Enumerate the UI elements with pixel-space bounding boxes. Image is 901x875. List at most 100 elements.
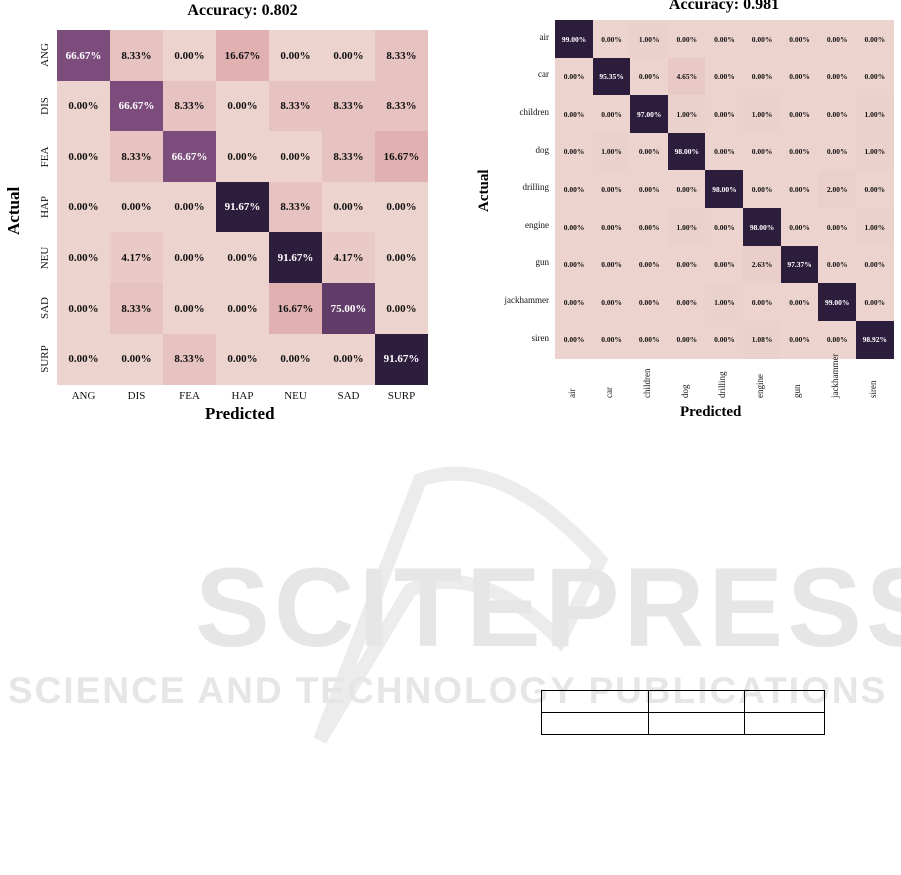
heatmap-cell: 0.00% xyxy=(743,132,781,171)
heatmap-cell: 0.00% xyxy=(705,57,744,96)
heatmap-cell: 2.63% xyxy=(743,245,781,284)
x-tick-label: FEA xyxy=(179,390,200,403)
heatmap-cell: 0.00% xyxy=(630,132,669,171)
heatmap-cell: 0.00% xyxy=(630,283,669,322)
heatmap-cell: 0.00% xyxy=(110,181,163,233)
heatmap-cell: 0.00% xyxy=(780,57,819,96)
heatmap-cell: 0.00% xyxy=(555,95,593,134)
heatmap-cell: 0.00% xyxy=(780,132,819,171)
x-tick-label: siren xyxy=(867,380,878,399)
heatmap-cell: 0.00% xyxy=(322,30,375,81)
x-tick-label: dog xyxy=(679,384,690,399)
heatmap-cell: 0.00% xyxy=(630,320,669,359)
heatmap-cell: 8.33% xyxy=(269,80,322,132)
heatmap-cell: 75.00% xyxy=(322,283,375,334)
heatmap-cell: 0.00% xyxy=(555,320,593,359)
heatmap-cell: 8.33% xyxy=(322,131,375,183)
heatmap-cell: 8.33% xyxy=(269,181,322,233)
x-axis-label-left: Predicted xyxy=(205,404,275,423)
heatmap-cell: 0.00% xyxy=(555,283,593,322)
heatmap-cell: 0.00% xyxy=(705,95,744,134)
heatmap-cell: 0.00% xyxy=(216,232,269,284)
heatmap-cell: 1.00% xyxy=(630,20,669,58)
heatmap-cell: 66.67% xyxy=(57,30,110,81)
heatmap-cell: 0.00% xyxy=(630,170,669,209)
heatmap-cell: 91.67% xyxy=(269,232,322,284)
heatmap-cell: 0.00% xyxy=(555,208,593,246)
heatmap-cell: 0.00% xyxy=(667,20,706,58)
heatmap-cell: 0.00% xyxy=(57,333,110,385)
heatmap-cell: 0.00% xyxy=(375,283,428,334)
heatmap-cell: 0.00% xyxy=(705,20,744,58)
heatmap-cell: 1.00% xyxy=(855,95,894,134)
heatmap-cell: 0.00% xyxy=(592,95,631,134)
heatmap-cell: 1.00% xyxy=(855,132,894,171)
heatmap-cell: 0.00% xyxy=(705,320,744,359)
heatmap-cell: 1.00% xyxy=(705,283,744,322)
heatmap-cell: 0.00% xyxy=(667,170,706,209)
heatmap-cell: 0.00% xyxy=(667,320,706,359)
x-tick-label: engine xyxy=(754,374,765,399)
heatmap-cell: 0.00% xyxy=(743,20,781,58)
heatmap-cell: 16.67% xyxy=(375,131,428,183)
heatmap-cell: 0.00% xyxy=(216,80,269,132)
heatmap-cell: 0.00% xyxy=(855,170,894,209)
watermark-logo xyxy=(313,466,609,744)
empty-table xyxy=(541,690,825,735)
heatmap-cell: 0.00% xyxy=(667,245,706,284)
x-tick-label: HAP xyxy=(231,390,254,403)
heatmap-cell: 0.00% xyxy=(855,245,894,284)
heatmap-cell: 0.00% xyxy=(818,95,857,134)
heatmap-cell: 0.00% xyxy=(110,333,163,385)
heatmap-cell: 0.00% xyxy=(375,232,428,284)
heatmap-cell: 0.00% xyxy=(818,20,857,58)
y-tick-label: drilling xyxy=(522,182,550,193)
y-tick-label: car xyxy=(538,69,549,80)
y-tick-label: children xyxy=(519,107,550,117)
y-tick-label: air xyxy=(539,31,550,42)
y-tick-label: FEA xyxy=(38,146,51,167)
heatmap-cell: 0.00% xyxy=(705,208,744,246)
y-axis-label-right: Actual xyxy=(476,169,492,213)
x-tick-label: drilling xyxy=(717,371,728,399)
heatmap-cell: 1.00% xyxy=(743,95,781,134)
heatmap-cell: 0.00% xyxy=(555,245,593,284)
y-tick-label: SAD xyxy=(38,297,51,320)
heatmap-cell: 0.00% xyxy=(630,245,669,284)
y-tick-label: DIS xyxy=(38,97,51,115)
heatmap-cell: 0.00% xyxy=(555,132,593,171)
heatmap-cell: 0.00% xyxy=(322,181,375,233)
heatmap-cell: 0.00% xyxy=(592,208,631,246)
heatmap-cell: 0.00% xyxy=(375,181,428,233)
heatmap-cell: 0.00% xyxy=(818,57,857,96)
y-tick-label: dog xyxy=(535,144,550,155)
y-tick-label: HAP xyxy=(38,196,51,219)
heatmap-cell: 0.00% xyxy=(667,283,706,322)
heatmap-cell: 8.33% xyxy=(375,80,428,132)
heatmap-cell: 97.00% xyxy=(630,95,669,134)
y-tick-label: ANG xyxy=(38,43,51,68)
x-tick-label: ANG xyxy=(71,390,96,403)
heatmap-cell: 8.33% xyxy=(375,30,428,81)
x-tick-label: children xyxy=(642,368,652,399)
heatmap-cell: 0.00% xyxy=(163,181,216,233)
heatmap-cell: 4.65% xyxy=(667,57,706,96)
heatmap-cell: 0.00% xyxy=(630,57,669,96)
heatmap-cell: 66.67% xyxy=(163,131,216,183)
heatmap-cell: 99.00% xyxy=(818,283,857,322)
heatmap-cell: 0.00% xyxy=(743,170,781,209)
y-tick-label: SURP xyxy=(38,345,51,373)
heatmap-cell: 0.00% xyxy=(780,95,819,134)
heatmap-cell: 1.00% xyxy=(667,95,706,134)
heatmap-cell: 0.00% xyxy=(818,320,857,359)
y-tick-label: jackhammer xyxy=(504,295,549,305)
heatmap-cell: 95.35% xyxy=(592,57,631,96)
heatmap-cell: 16.67% xyxy=(269,283,322,334)
heatmap-cell: 0.00% xyxy=(780,320,819,359)
heatmap-cell: 1.00% xyxy=(855,208,894,246)
heatmap-cell: 0.00% xyxy=(818,245,857,284)
heatmap-cell: 8.33% xyxy=(110,30,163,81)
y-tick-label: siren xyxy=(531,332,550,343)
y-tick-label: NEU xyxy=(38,246,51,269)
watermark-text: SCITEPRESS xyxy=(195,545,901,670)
